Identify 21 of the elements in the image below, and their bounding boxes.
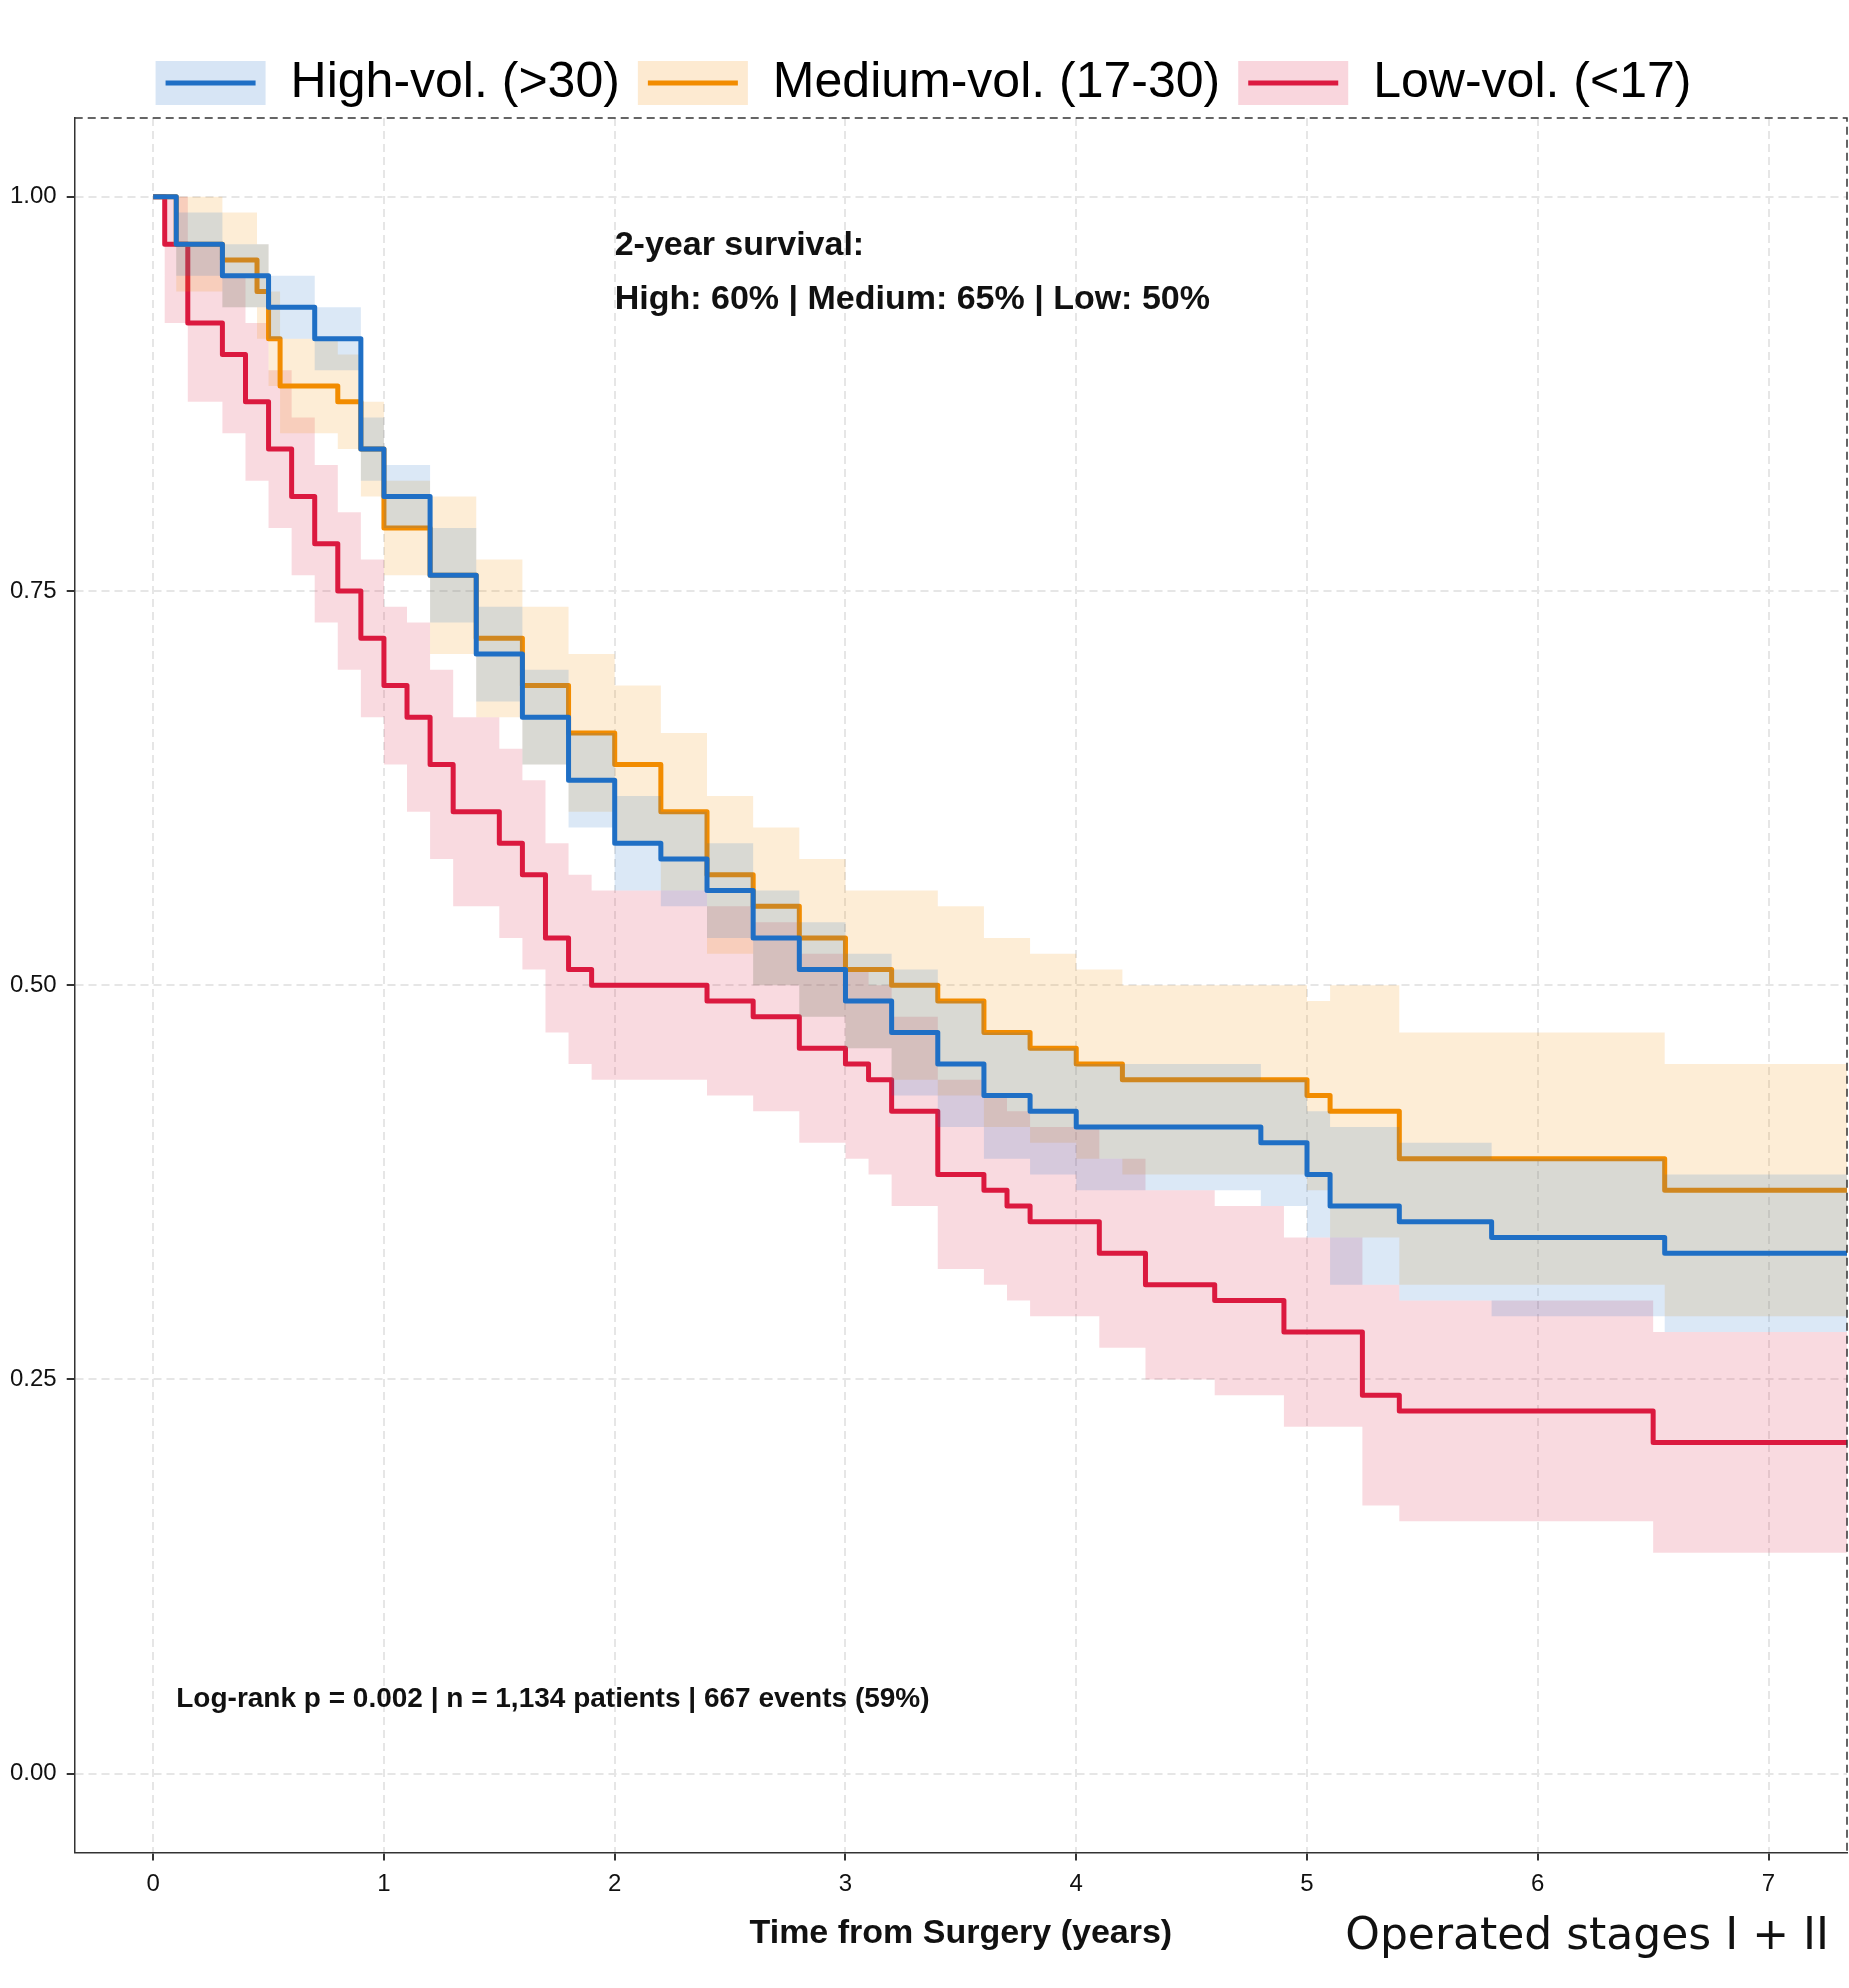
x-tick-label: 6	[1531, 1869, 1545, 1897]
text: Operated stages I + II	[1345, 1908, 1829, 1960]
x-tick-label: 3	[838, 1869, 853, 1897]
y-tick-label: 0.00	[9, 1758, 57, 1786]
x-tick-label: 1	[377, 1869, 391, 1897]
legend-label: Low-vol. (<17)	[1373, 51, 1692, 108]
x-tick-label: 0	[146, 1869, 160, 1897]
legend-label: Medium-vol. (17-30)	[772, 51, 1221, 108]
x-tick-label: 4	[1069, 1869, 1083, 1897]
y-tick-label: 0.25	[9, 1364, 57, 1392]
y-tick-label: 0.50	[9, 969, 57, 997]
x-tick-label: 5	[1300, 1869, 1314, 1897]
annotation: High: 60% | Medium: 65% | Low: 50%	[614, 278, 1210, 317]
legend-label: High-vol. (>30)	[290, 51, 620, 108]
x-tick-label: 7	[1761, 1869, 1776, 1897]
y-tick-label: 1.00	[9, 181, 57, 209]
annotation: Log-rank p = 0.002 | n = 1,134 patients | 667 events (59%)	[176, 1682, 930, 1714]
annotation: 2-year survival:	[614, 224, 865, 263]
x-tick-label: 2	[608, 1869, 622, 1897]
y-tick-label: 0.75	[9, 575, 57, 603]
x-axis-title: Time from Surgery (years)	[749, 1911, 1173, 1950]
